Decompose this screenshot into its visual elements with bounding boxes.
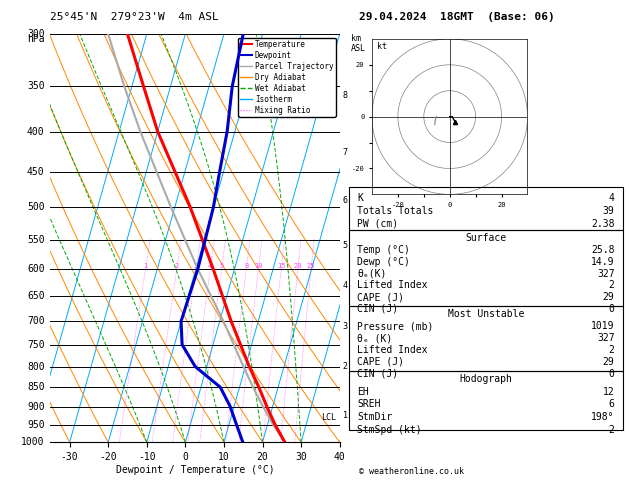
Bar	[349, 306, 623, 371]
Text: 3: 3	[343, 322, 348, 330]
Text: Temp (°C): Temp (°C)	[357, 245, 410, 255]
Text: 0: 0	[609, 369, 615, 379]
Text: 1000: 1000	[21, 437, 45, 447]
Text: PW (cm): PW (cm)	[357, 219, 398, 229]
Text: 8: 8	[244, 263, 248, 269]
Text: Most Unstable: Most Unstable	[448, 309, 524, 319]
Text: 300: 300	[27, 29, 45, 39]
Text: 4: 4	[343, 281, 348, 290]
Text: 4: 4	[208, 263, 213, 269]
Text: 14.9: 14.9	[591, 257, 615, 267]
Text: LCL: LCL	[321, 413, 336, 422]
Text: 6: 6	[609, 399, 615, 410]
Text: StmDir: StmDir	[357, 413, 392, 422]
Text: 0: 0	[609, 304, 615, 314]
Text: 2: 2	[343, 362, 348, 371]
Text: 800: 800	[27, 362, 45, 372]
Text: 12: 12	[603, 386, 615, 397]
Bar	[349, 371, 623, 430]
Text: 500: 500	[27, 202, 45, 212]
Text: 1019: 1019	[591, 321, 615, 331]
Text: 2: 2	[609, 345, 615, 355]
Text: 400: 400	[27, 126, 45, 137]
Text: 39: 39	[603, 206, 615, 216]
Text: 350: 350	[27, 81, 45, 91]
Text: kt: kt	[377, 42, 387, 51]
Text: 450: 450	[27, 167, 45, 176]
Text: 5: 5	[220, 263, 224, 269]
Text: 25°45'N  279°23'W  4m ASL: 25°45'N 279°23'W 4m ASL	[50, 12, 219, 22]
Text: 6: 6	[343, 196, 348, 205]
Text: CIN (J): CIN (J)	[357, 369, 398, 379]
Text: Totals Totals: Totals Totals	[357, 206, 433, 216]
Text: 650: 650	[27, 291, 45, 301]
Text: 25: 25	[307, 263, 315, 269]
Text: Surface: Surface	[465, 233, 506, 243]
Text: Dewp (°C): Dewp (°C)	[357, 257, 410, 267]
Text: © weatheronline.co.uk: © weatheronline.co.uk	[359, 467, 464, 476]
Text: 2.38: 2.38	[591, 219, 615, 229]
Text: 1: 1	[343, 411, 348, 420]
Text: SREH: SREH	[357, 399, 381, 410]
Text: 29.04.2024  18GMT  (Base: 06): 29.04.2024 18GMT (Base: 06)	[359, 12, 554, 22]
Text: 25.8: 25.8	[591, 245, 615, 255]
Bar	[349, 230, 623, 306]
Text: 15: 15	[277, 263, 286, 269]
Bar	[349, 187, 623, 230]
X-axis label: Dewpoint / Temperature (°C): Dewpoint / Temperature (°C)	[116, 465, 274, 475]
Text: km
ASL: km ASL	[351, 34, 366, 52]
Text: 8: 8	[343, 91, 348, 100]
Text: 600: 600	[27, 264, 45, 274]
Text: 850: 850	[27, 382, 45, 392]
Text: 2: 2	[609, 280, 615, 291]
Text: 7: 7	[343, 148, 348, 156]
Text: 29: 29	[603, 357, 615, 367]
Text: 900: 900	[27, 401, 45, 412]
Text: EH: EH	[357, 386, 369, 397]
Text: 750: 750	[27, 340, 45, 350]
Text: 550: 550	[27, 235, 45, 244]
Text: CIN (J): CIN (J)	[357, 304, 398, 314]
Text: 327: 327	[597, 333, 615, 343]
Text: Lifted Index: Lifted Index	[357, 345, 428, 355]
Text: 29: 29	[603, 292, 615, 302]
Legend: Temperature, Dewpoint, Parcel Trajectory, Dry Adiabat, Wet Adiabat, Isotherm, Mi: Temperature, Dewpoint, Parcel Trajectory…	[238, 38, 336, 117]
Text: 2: 2	[175, 263, 179, 269]
Text: 327: 327	[597, 269, 615, 279]
Text: K: K	[357, 192, 363, 203]
Text: 1: 1	[143, 263, 148, 269]
Text: 198°: 198°	[591, 413, 615, 422]
Text: CAPE (J): CAPE (J)	[357, 292, 404, 302]
Text: 4: 4	[609, 192, 615, 203]
Text: 700: 700	[27, 316, 45, 326]
Text: 5: 5	[343, 241, 348, 250]
Text: 950: 950	[27, 420, 45, 430]
Text: StmSpd (kt): StmSpd (kt)	[357, 425, 422, 435]
Text: θₑ (K): θₑ (K)	[357, 333, 392, 343]
Text: Hodograph: Hodograph	[459, 374, 513, 384]
Text: hPa: hPa	[27, 34, 45, 44]
Text: CAPE (J): CAPE (J)	[357, 357, 404, 367]
Text: 10: 10	[254, 263, 263, 269]
Text: Lifted Index: Lifted Index	[357, 280, 428, 291]
Text: 20: 20	[294, 263, 302, 269]
Text: 2: 2	[609, 425, 615, 435]
Text: Pressure (mb): Pressure (mb)	[357, 321, 433, 331]
Text: 3: 3	[194, 263, 198, 269]
Text: θₑ(K): θₑ(K)	[357, 269, 387, 279]
